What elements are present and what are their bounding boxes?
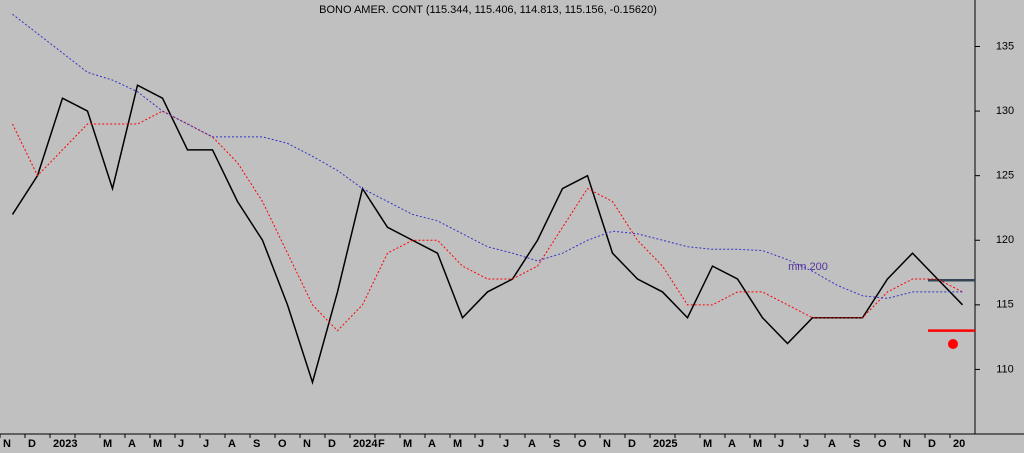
x-tick-label: 2023 xyxy=(53,438,77,450)
annotation: mm 200 xyxy=(788,261,828,273)
x-tick-label: S xyxy=(253,438,260,450)
y-tick-label: 115 xyxy=(996,299,1014,311)
x-tick-label: N xyxy=(903,438,911,450)
x-tick-label: O xyxy=(278,438,287,450)
x-tick-label: M xyxy=(753,438,762,450)
x-tick-label: M xyxy=(103,438,112,450)
x-tick-label: N xyxy=(303,438,311,450)
x-tick-label: 20 xyxy=(953,438,965,450)
x-tick-label: M xyxy=(403,438,412,450)
x-tick-label: A xyxy=(228,438,236,450)
x-tick-label: M xyxy=(703,438,712,450)
series-line xyxy=(12,13,963,299)
x-tick-label: F xyxy=(378,438,385,450)
x-tick-label: M xyxy=(453,438,462,450)
x-tick-label: S xyxy=(553,438,560,450)
x-tick-label: 2025 xyxy=(653,438,677,450)
x-tick-label: O xyxy=(578,438,587,450)
x-tick-label: A xyxy=(428,438,436,450)
marker-icon xyxy=(948,339,958,349)
x-tick-label: A xyxy=(128,438,136,450)
x-tick-label: N xyxy=(603,438,611,450)
y-tick-label: 110 xyxy=(996,363,1014,375)
x-tick-label: D xyxy=(628,438,636,450)
x-tick-label: J xyxy=(803,438,809,450)
y-tick-label: 130 xyxy=(996,105,1014,117)
y-tick-label: 120 xyxy=(996,234,1014,246)
x-tick-label: J xyxy=(478,438,484,450)
chart-title: BONO AMER. CONT (115.344, 115.406, 114.8… xyxy=(319,4,657,16)
x-tick-label: D xyxy=(928,438,936,450)
x-tick-label: A xyxy=(528,438,536,450)
x-tick-label: J xyxy=(178,438,184,450)
x-tick-label: M xyxy=(153,438,162,450)
x-tick-label: S xyxy=(853,438,860,450)
x-tick-label: D xyxy=(28,438,36,450)
x-tick-label: J xyxy=(203,438,209,450)
y-tick-label: 135 xyxy=(996,40,1014,52)
y-tick-label: 125 xyxy=(996,170,1014,182)
x-tick-label: N xyxy=(3,438,11,450)
x-tick-label: J xyxy=(778,438,784,450)
x-tick-label: 2024 xyxy=(353,438,378,450)
x-tick-label: O xyxy=(878,438,887,450)
x-tick-label: A xyxy=(828,438,836,450)
x-tick-label: A xyxy=(728,438,736,450)
x-tick-label: J xyxy=(503,438,509,450)
x-tick-label: D xyxy=(328,438,336,450)
